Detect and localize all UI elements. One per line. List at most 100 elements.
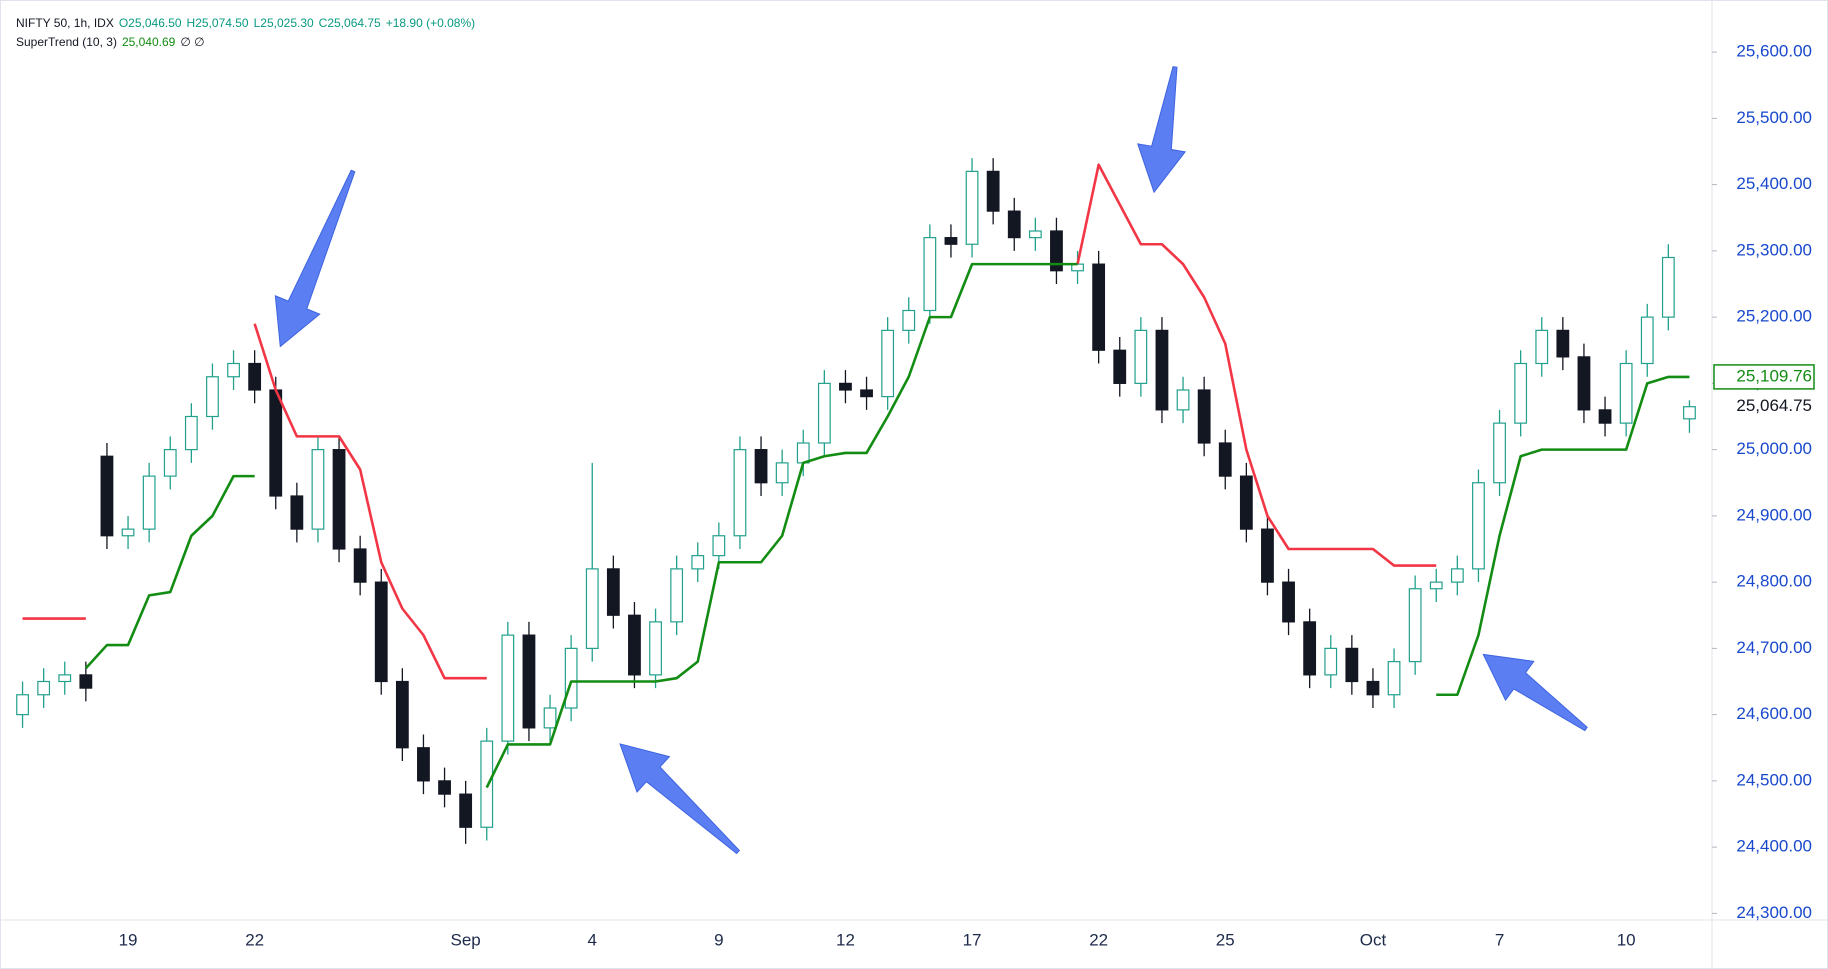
arrow (274, 169, 356, 348)
candle-body (881, 329, 895, 398)
candle-body (1661, 256, 1675, 318)
candle-body (227, 362, 240, 378)
candle-body (206, 376, 219, 418)
candle-body (1113, 349, 1127, 384)
plot-area (16, 158, 1696, 844)
candle-body (438, 780, 451, 795)
candle-body (1366, 680, 1380, 696)
candle-body (58, 674, 72, 683)
candle-body (1556, 329, 1570, 358)
candle-body (944, 237, 958, 245)
y-tick-label: 24,600.00 (1736, 704, 1812, 723)
candle-body (269, 389, 283, 497)
y-tick-label: 24,400.00 (1736, 837, 1812, 856)
symbol-header: NIFTY 50, 1h, IDX O25,046.50 H25,074.50 … (16, 16, 475, 30)
x-tick-label: 7 (1495, 930, 1504, 949)
candle-body (1640, 316, 1654, 365)
candle-body (1535, 329, 1549, 365)
price-label-box (1713, 364, 1815, 390)
indicator-value: 25,040.69 (121, 35, 176, 49)
candle-body (564, 647, 578, 709)
candle-body (1303, 621, 1317, 676)
candle-body (1155, 329, 1169, 411)
price-label: 25,064.75 (1736, 396, 1812, 415)
candle-body (1050, 230, 1063, 272)
supertrend-line (84, 262, 1690, 789)
y-tick-label: 25,600.00 (1736, 42, 1812, 61)
candle-body (1261, 528, 1274, 583)
candle-body (1577, 356, 1591, 411)
candle-body (142, 475, 156, 530)
candle-body (163, 449, 177, 477)
candle-body (923, 237, 937, 312)
y-tick-label: 24,900.00 (1736, 505, 1812, 524)
symbol: NIFTY 50, 1h, IDX (16, 16, 114, 30)
candle-body (1218, 442, 1232, 477)
x-tick-label: 9 (714, 930, 723, 949)
candle-body (986, 170, 1000, 212)
candle-body (1324, 647, 1338, 676)
candle-body (839, 382, 852, 391)
candle-body (1514, 362, 1528, 424)
y-tick-label: 24,500.00 (1736, 770, 1812, 789)
candle-body (37, 680, 51, 696)
y-tick-label: 25,500.00 (1736, 108, 1812, 127)
candle-body (628, 614, 641, 676)
candle-body (733, 449, 747, 537)
candle-body (1028, 230, 1042, 239)
indicator-flags: ∅ ∅ (180, 35, 205, 49)
candle-body (121, 528, 135, 537)
candle-body (965, 170, 979, 245)
arrow (1137, 66, 1187, 194)
x-tick-label: Oct (1360, 930, 1387, 949)
candle-body (691, 555, 705, 570)
x-tick-label: 4 (588, 930, 597, 949)
candle-body (860, 389, 873, 398)
ohlc-change: +18.90 (+0.08%) (385, 16, 476, 30)
candle-body (1345, 647, 1359, 683)
candle-body (417, 747, 430, 782)
candle-body (775, 462, 789, 484)
x-tick-label: 22 (245, 930, 264, 949)
candle-body (1598, 409, 1612, 424)
candle-body (501, 634, 515, 742)
annotations (274, 66, 1588, 855)
x-tick-label: 10 (1617, 930, 1636, 949)
price-label: 25,109.76 (1736, 366, 1812, 385)
candle-body (1408, 588, 1422, 663)
y-tick-label: 25,000.00 (1736, 439, 1812, 458)
candle-body (290, 495, 304, 530)
y-tick-label: 24,300.00 (1736, 903, 1812, 922)
candle-body (1092, 263, 1106, 351)
candle-body (1197, 389, 1211, 444)
candle-body (606, 568, 620, 616)
candle-body (1176, 389, 1190, 411)
x-tick-label: Sep (451, 930, 481, 949)
candle-body (670, 568, 684, 623)
candle-body (1282, 581, 1295, 623)
candle-body (817, 382, 831, 444)
y-tick-label: 25,300.00 (1736, 240, 1812, 259)
candle-body (16, 694, 29, 716)
y-tick-label: 24,700.00 (1736, 638, 1812, 657)
y-tick-label: 25,200.00 (1736, 307, 1812, 326)
ohlc-close: C25,064.75 (318, 16, 381, 30)
candle-body (1007, 210, 1021, 239)
candle-body (543, 707, 557, 729)
x-tick-label: 17 (963, 930, 982, 949)
candle-body (1387, 661, 1401, 696)
ohlc-high: H25,074.50 (186, 16, 249, 30)
candle-body (902, 309, 916, 331)
indicator-name: SuperTrend (10, 3) (16, 35, 117, 49)
candle-body (585, 568, 599, 649)
ohlc-low: L25,025.30 (253, 16, 314, 30)
x-tick-label: 25 (1216, 930, 1235, 949)
supertrend-line (22, 163, 1437, 680)
x-tick-label: 12 (836, 930, 855, 949)
candle-body (1472, 482, 1485, 570)
y-tick-label: 24,800.00 (1736, 572, 1812, 591)
